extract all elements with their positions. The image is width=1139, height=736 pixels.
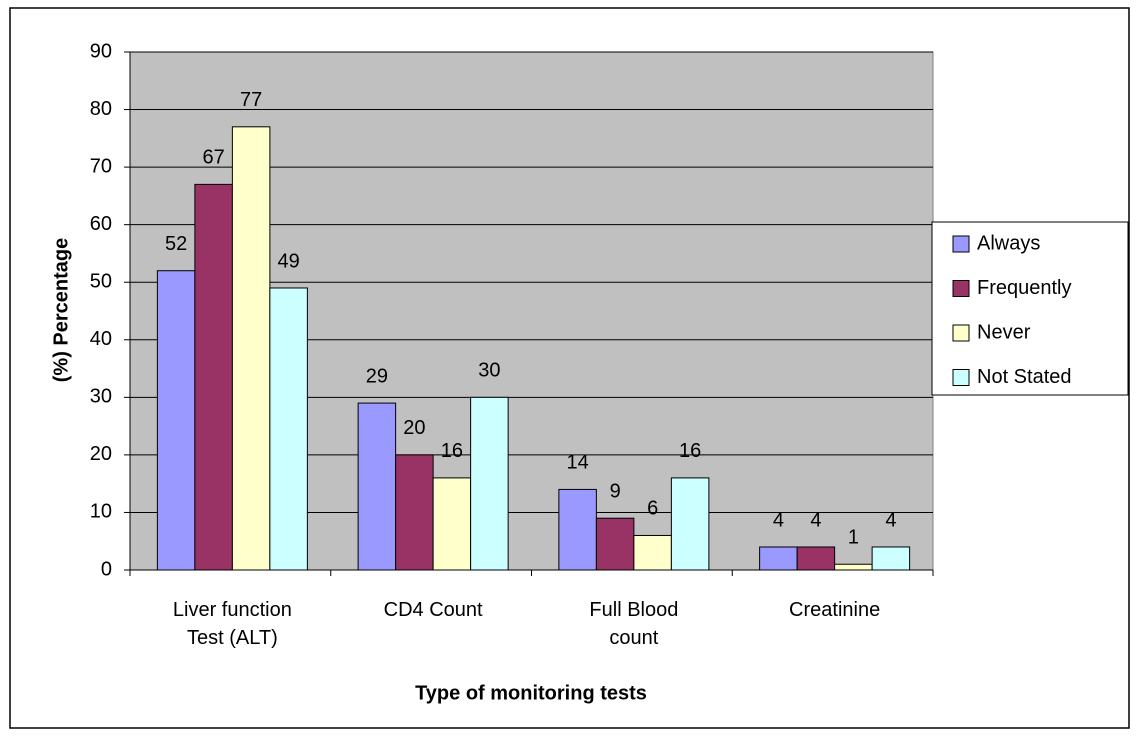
bar [633, 534, 672, 571]
y-tick-label: 30 [90, 386, 112, 408]
bar [470, 396, 509, 571]
bar [395, 454, 434, 571]
legend-swatch [952, 324, 970, 342]
y-axis-title: (%) Percentage [50, 238, 72, 383]
data-label: 4 [885, 509, 896, 531]
legend-swatch [952, 280, 970, 297]
legend-swatch [952, 235, 970, 253]
bar [670, 477, 710, 571]
bar [796, 546, 836, 571]
data-label: 9 [610, 480, 621, 502]
legend-label: Always [977, 232, 1040, 254]
y-tick-label: 0 [101, 558, 112, 580]
bar [194, 183, 233, 571]
data-label: 16 [679, 440, 701, 462]
data-label: 1 [848, 527, 859, 549]
bar [871, 546, 911, 571]
data-label: 67 [203, 147, 225, 169]
data-label: 14 [567, 452, 589, 474]
x-tick-label: CD4 Count [383, 599, 483, 621]
y-tick-label: 90 [90, 40, 112, 62]
bar [834, 563, 873, 571]
data-label: 16 [441, 440, 463, 462]
y-tick-label: 60 [90, 213, 112, 235]
data-label: 52 [165, 233, 187, 255]
bar [357, 402, 397, 571]
legend-swatch [952, 369, 970, 386]
data-label: 4 [810, 509, 821, 531]
bar [595, 517, 635, 571]
x-axis-title: Type of monitoring tests [415, 682, 647, 704]
bar [759, 546, 798, 571]
data-label: 20 [403, 417, 425, 439]
bar [269, 287, 308, 571]
data-label: 49 [278, 250, 300, 272]
data-label: 6 [647, 498, 658, 520]
data-label: 4 [773, 509, 784, 531]
legend-label: Frequently [977, 277, 1072, 299]
x-tick-label: Liver function Test (ALT) [172, 599, 292, 649]
x-tick-label: Creatinine [789, 599, 881, 621]
x-tick-label: Full Blood count [589, 599, 679, 649]
data-label: 77 [240, 89, 262, 111]
bar [432, 477, 472, 571]
y-tick-label: 80 [90, 98, 112, 120]
y-tick-label: 40 [90, 328, 112, 350]
bar [231, 126, 271, 571]
y-tick-label: 70 [90, 155, 112, 177]
y-tick-label: 50 [90, 271, 112, 293]
legend-label: Not Stated [977, 366, 1072, 388]
data-label: 30 [478, 360, 500, 382]
bar [558, 488, 597, 571]
y-tick-label: 20 [90, 443, 112, 465]
y-tick-label: 10 [90, 501, 112, 523]
legend-label: Never [977, 321, 1031, 343]
bar [156, 270, 196, 571]
data-label: 29 [366, 365, 388, 387]
